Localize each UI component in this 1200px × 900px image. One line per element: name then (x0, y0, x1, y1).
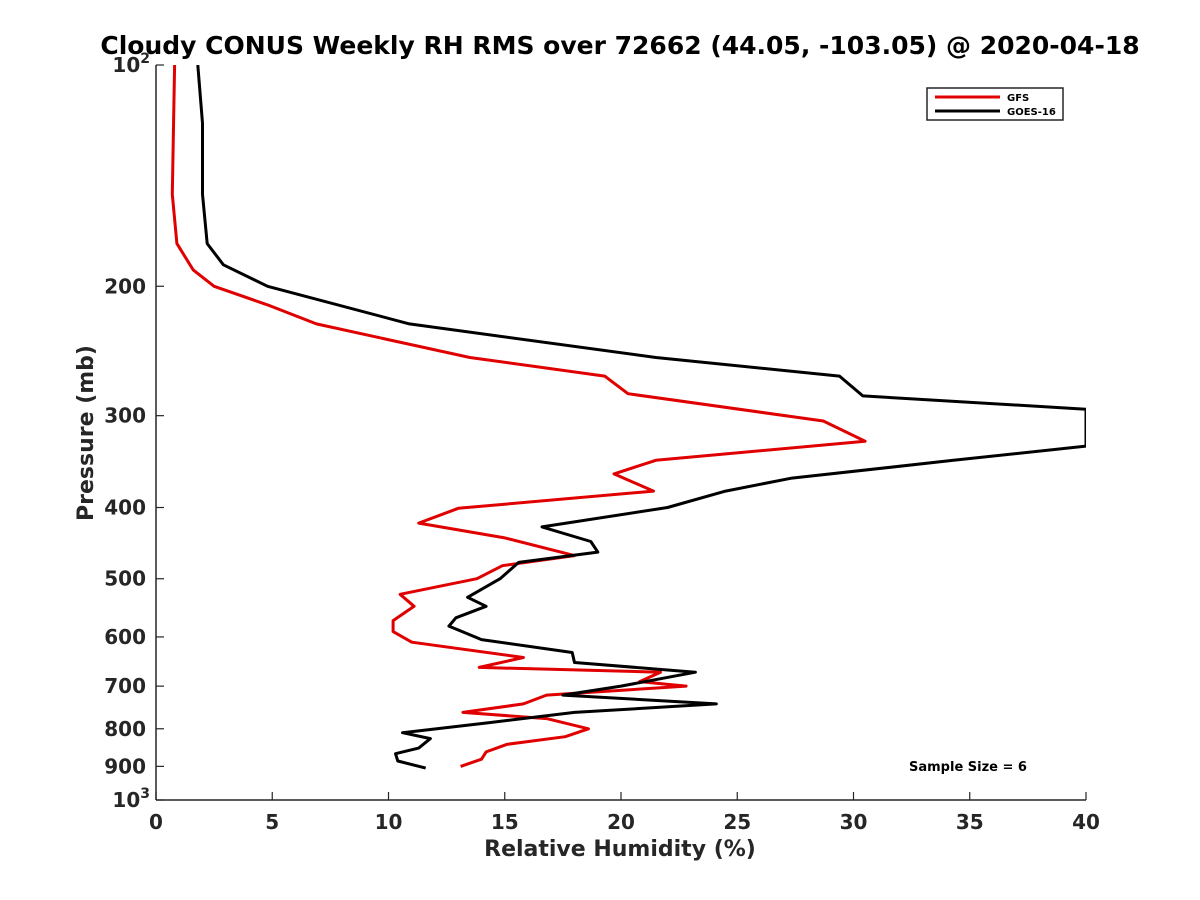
y-tick-label: 600 (104, 625, 146, 649)
x-tick-label: 20 (607, 810, 635, 834)
x-tick-label: 35 (956, 810, 984, 834)
chart-title: Cloudy CONUS Weekly RH RMS over 72662 (4… (100, 31, 1139, 60)
legend: GFS GOES-16 (926, 87, 1064, 121)
x-tick-label: 15 (491, 810, 519, 834)
y-tick-label: 800 (104, 717, 146, 741)
series-line-goes-16 (196, 65, 1086, 770)
y-tick-label: 400 (104, 496, 146, 520)
y-tick-label: 200 (104, 274, 146, 298)
y-tick-label: 700 (104, 674, 146, 698)
y-tick-label: 300 (104, 404, 146, 428)
x-tick-label: 30 (840, 810, 868, 834)
legend-label-gfs: GFS (1007, 93, 1029, 104)
y-tick-label: 900 (104, 754, 146, 778)
y-tick-label: 102 (112, 51, 150, 77)
series-layer (170, 65, 1086, 770)
ticks-layer: 0 5 10 15 20 25 30 35 40 102 200 300 400 500 600 700 800… (104, 51, 1100, 834)
y-tick-label: 500 (104, 567, 146, 591)
x-tick-label: 5 (265, 810, 279, 834)
series-line-gfs (170, 65, 867, 768)
x-axis-label: Relative Humidity (%) (484, 837, 756, 862)
x-tick-label: 40 (1072, 810, 1100, 834)
y-axis-label: Pressure (mb) (74, 345, 99, 521)
x-tick-label: 10 (375, 810, 403, 834)
legend-box (926, 87, 1064, 121)
plot-area (156, 65, 1086, 800)
sample-size-annotation: Sample Size = 6 (909, 760, 1027, 775)
y-tick-label: 103 (112, 786, 150, 812)
x-tick-label: 25 (723, 810, 751, 834)
x-tick-label: 0 (149, 810, 163, 834)
legend-label-goes-16: GOES-16 (1007, 107, 1056, 118)
